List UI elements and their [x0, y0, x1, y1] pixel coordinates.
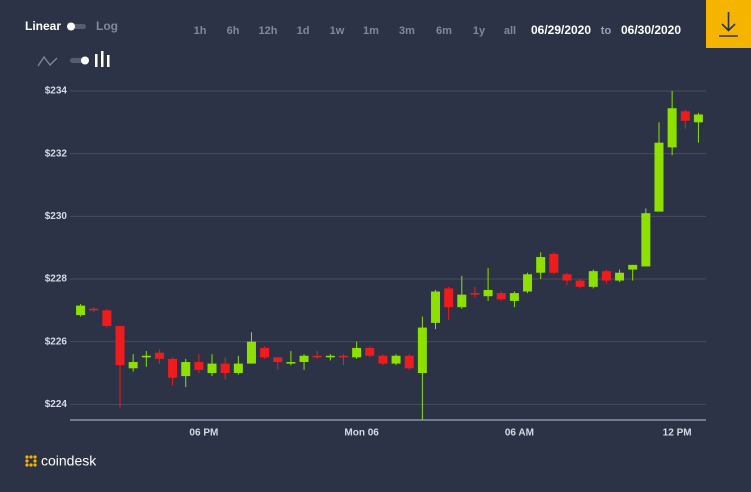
- candle-body: [680, 111, 690, 121]
- plot-area: $224 $226 $228 $230 $232 $234 06 PM Mon 06 06 AM…: [45, 86, 706, 439]
- candle-body: [562, 274, 572, 281]
- candle-body: [181, 362, 191, 377]
- linear-toggle-label[interactable]: Linear: [25, 19, 61, 33]
- y-tick-label: $224: [45, 399, 68, 410]
- candle-body: [457, 294, 467, 308]
- candle-body: [483, 289, 493, 297]
- y-tick-label: $226: [45, 336, 68, 347]
- candle-body: [523, 274, 533, 292]
- candle-body: [365, 347, 375, 356]
- range-button[interactable]: 1y: [473, 25, 486, 37]
- x-tick-label: 06 PM: [189, 428, 218, 439]
- candle-body: [338, 355, 348, 358]
- candle-body: [312, 355, 322, 358]
- x-tick-label: 06 AM: [505, 428, 534, 439]
- date-separator: to: [601, 25, 612, 37]
- candle-body: [273, 357, 283, 363]
- candle-body: [588, 271, 598, 287]
- candle-body: [194, 362, 204, 370]
- candle-body: [444, 288, 454, 308]
- candle-body: [404, 355, 414, 369]
- candle-body: [115, 325, 125, 366]
- range-buttons: 1h 6h 12h 1d 1w 1m 3m 6m 1y all: [194, 25, 517, 37]
- scale-switch-knob: [67, 22, 75, 31]
- candle-body: [286, 362, 296, 364]
- y-tick-label: $228: [45, 274, 68, 285]
- candle-body: [128, 362, 138, 369]
- candle-body: [102, 310, 112, 326]
- candle-body: [325, 355, 335, 358]
- candle-body: [601, 271, 611, 281]
- candle-body: [496, 293, 506, 300]
- range-button[interactable]: 6m: [436, 25, 452, 37]
- x-tick-label: Mon 06: [344, 428, 379, 439]
- candle-body: [233, 363, 243, 373]
- log-toggle-label[interactable]: Log: [96, 19, 118, 33]
- candle-body: [654, 142, 664, 212]
- brand-name: coindesk: [41, 453, 97, 469]
- candle-body: [76, 305, 86, 316]
- range-button[interactable]: 12h: [259, 25, 278, 37]
- candle-body: [154, 352, 164, 359]
- candle-body: [260, 347, 270, 358]
- download-button[interactable]: [706, 0, 751, 48]
- range-button[interactable]: 1h: [194, 25, 207, 37]
- candle-body: [299, 355, 309, 363]
- range-button[interactable]: 1w: [330, 25, 345, 37]
- candle-body: [509, 293, 519, 301]
- y-tick-label: $234: [45, 86, 68, 97]
- candle-body: [549, 253, 559, 273]
- candle-body: [246, 341, 256, 364]
- candle-body: [470, 293, 480, 295]
- candle-body: [168, 358, 178, 378]
- range-button[interactable]: 3m: [399, 25, 415, 37]
- candle-body: [378, 355, 388, 364]
- line-mode-icon[interactable]: [37, 55, 58, 67]
- candle-body: [693, 114, 703, 123]
- candle-body: [575, 280, 585, 287]
- candle-body: [641, 213, 651, 267]
- candle-body: [89, 308, 99, 311]
- date-from[interactable]: 06/29/2020: [531, 23, 591, 37]
- candle-body: [220, 363, 230, 373]
- range-button[interactable]: 1m: [363, 25, 379, 37]
- candle-body: [391, 355, 401, 364]
- date-to[interactable]: 06/30/2020: [621, 23, 681, 37]
- brand-logo: [25, 455, 37, 467]
- candle-body: [141, 355, 151, 358]
- candle-body: [667, 108, 677, 148]
- mode-switch-knob: [81, 56, 89, 65]
- range-button[interactable]: all: [504, 25, 516, 37]
- candle-body: [615, 272, 625, 281]
- y-tick-label: $232: [45, 148, 68, 159]
- candle-body: [352, 347, 362, 358]
- y-tick-label: $230: [45, 211, 68, 222]
- candle-body: [628, 264, 638, 270]
- candle-mode-icon[interactable]: [95, 51, 110, 67]
- candle-body: [417, 327, 427, 373]
- candle-body: [536, 257, 546, 273]
- x-tick-label: 12 PM: [663, 428, 692, 439]
- candle-body: [207, 363, 217, 373]
- range-button[interactable]: 1d: [297, 25, 310, 37]
- range-button[interactable]: 6h: [227, 25, 240, 37]
- candle-body: [431, 291, 441, 323]
